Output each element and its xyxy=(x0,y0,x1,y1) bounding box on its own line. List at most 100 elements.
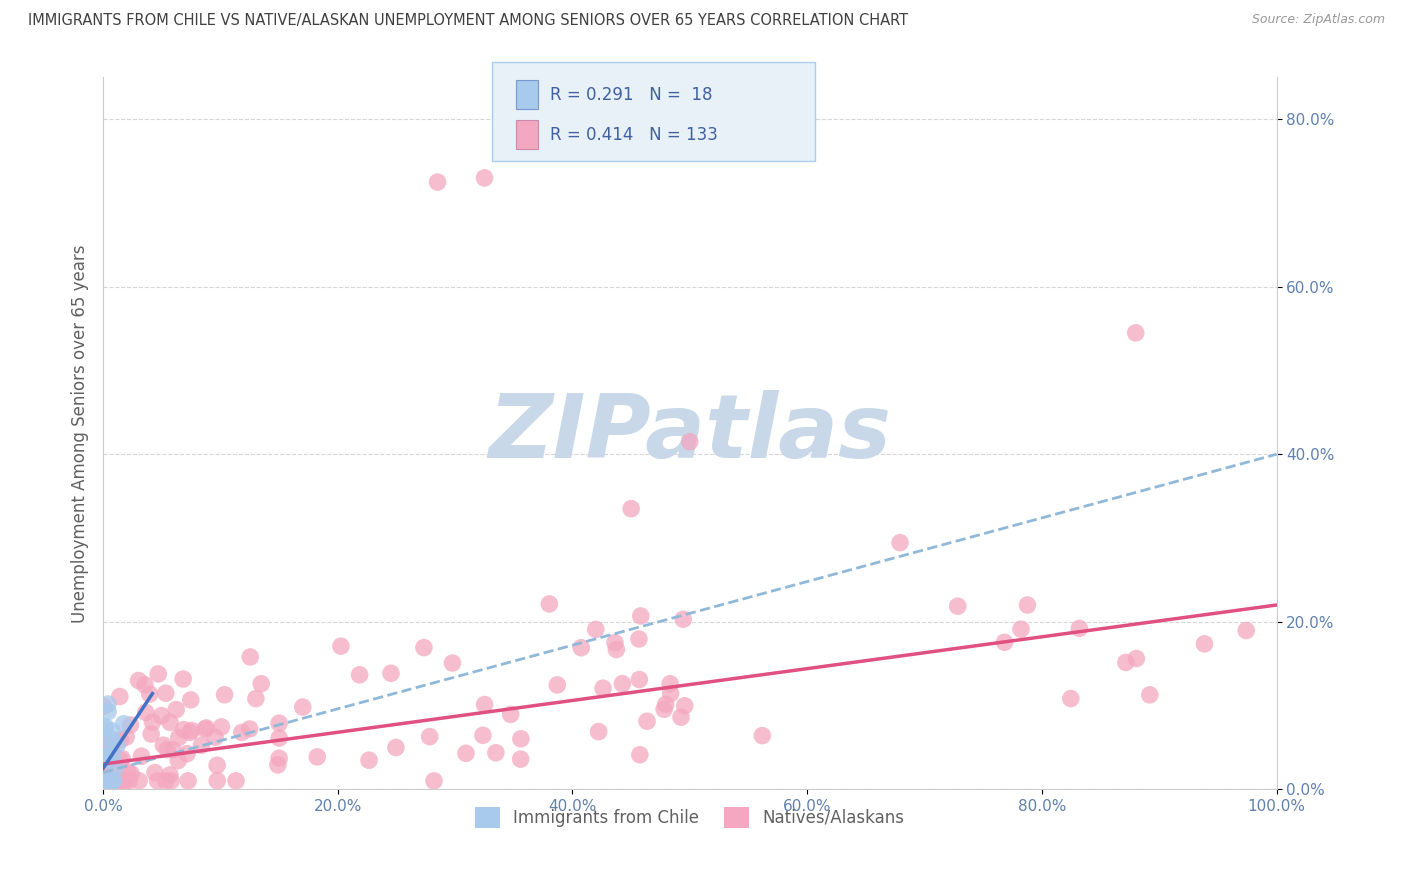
Point xyxy=(97,740,120,755)
Point xyxy=(1234,624,1257,638)
Point xyxy=(93,773,115,788)
Point xyxy=(269,716,291,731)
Point xyxy=(1125,326,1147,340)
Point xyxy=(474,698,496,712)
Point xyxy=(1017,598,1039,612)
Point xyxy=(209,720,232,734)
Point xyxy=(180,723,202,738)
Point xyxy=(101,741,124,756)
Point xyxy=(162,742,184,756)
Point xyxy=(612,676,634,690)
Point xyxy=(603,635,626,649)
Point xyxy=(673,698,696,713)
Point xyxy=(357,753,380,767)
Point xyxy=(225,773,247,788)
Point xyxy=(214,688,236,702)
Point xyxy=(115,730,138,744)
Point xyxy=(91,773,114,788)
Point xyxy=(156,742,179,756)
Point xyxy=(190,738,212,752)
Text: R = 0.414   N = 133: R = 0.414 N = 133 xyxy=(550,126,717,144)
Point xyxy=(104,762,127,776)
Point xyxy=(173,723,195,737)
Point xyxy=(120,766,142,780)
Point xyxy=(101,723,124,738)
Point xyxy=(152,738,174,752)
Point xyxy=(179,725,201,739)
Point xyxy=(108,773,131,788)
Point xyxy=(679,434,702,449)
Point xyxy=(101,758,124,772)
Point xyxy=(652,702,675,716)
Point xyxy=(239,650,262,665)
Point xyxy=(114,773,136,788)
Point xyxy=(1194,637,1216,651)
Point xyxy=(538,597,561,611)
Point xyxy=(93,699,115,714)
Point xyxy=(139,687,162,701)
Point xyxy=(946,599,969,614)
Point xyxy=(146,773,169,788)
Point xyxy=(134,678,156,692)
Point xyxy=(659,686,682,700)
Point xyxy=(160,773,183,788)
Point xyxy=(231,725,253,739)
Point xyxy=(194,722,217,736)
Point xyxy=(1010,622,1032,636)
Point xyxy=(96,757,118,772)
Point xyxy=(155,686,177,700)
Point xyxy=(569,640,592,655)
Point xyxy=(207,773,229,788)
Point xyxy=(423,773,446,788)
Point xyxy=(167,731,190,745)
Point xyxy=(499,707,522,722)
Point xyxy=(159,768,181,782)
Point xyxy=(441,656,464,670)
Point xyxy=(177,773,200,788)
Point xyxy=(307,749,329,764)
Point xyxy=(588,724,610,739)
Text: IMMIGRANTS FROM CHILE VS NATIVE/ALASKAN UNEMPLOYMENT AMONG SENIORS OVER 65 YEARS: IMMIGRANTS FROM CHILE VS NATIVE/ALASKAN … xyxy=(28,13,908,29)
Point xyxy=(205,758,228,772)
Y-axis label: Unemployment Among Seniors over 65 years: Unemployment Among Seniors over 65 years xyxy=(72,244,89,623)
Point xyxy=(454,747,477,761)
Point xyxy=(419,730,441,744)
Point xyxy=(96,773,118,788)
Point xyxy=(620,501,643,516)
Point xyxy=(108,773,131,788)
Point xyxy=(1139,688,1161,702)
Point xyxy=(128,673,150,688)
Point xyxy=(135,706,157,720)
Point xyxy=(751,729,773,743)
Point xyxy=(159,715,181,730)
Point xyxy=(112,716,135,731)
Point xyxy=(1115,656,1137,670)
Point xyxy=(592,681,614,696)
Point xyxy=(101,750,124,764)
Point xyxy=(509,752,531,766)
Point xyxy=(380,666,402,681)
Point xyxy=(111,752,134,766)
Point xyxy=(485,746,508,760)
Point xyxy=(97,705,120,719)
Point xyxy=(93,721,115,735)
Point xyxy=(94,773,117,788)
Point xyxy=(155,773,177,788)
Point xyxy=(471,728,494,742)
Legend: Immigrants from Chile, Natives/Alaskans: Immigrants from Chile, Natives/Alaskans xyxy=(468,801,911,834)
Point xyxy=(329,639,352,653)
Point xyxy=(150,708,173,723)
Text: R = 0.291   N =  18: R = 0.291 N = 18 xyxy=(550,86,713,103)
Point xyxy=(148,667,170,681)
Point xyxy=(195,721,218,735)
Point xyxy=(143,765,166,780)
Point xyxy=(118,773,141,788)
Point xyxy=(627,632,650,646)
Point xyxy=(94,720,117,734)
Point xyxy=(96,750,118,764)
Point xyxy=(103,773,125,788)
Point xyxy=(94,773,117,788)
Text: Source: ZipAtlas.com: Source: ZipAtlas.com xyxy=(1251,13,1385,27)
Point xyxy=(1069,621,1091,635)
Point xyxy=(636,714,658,729)
